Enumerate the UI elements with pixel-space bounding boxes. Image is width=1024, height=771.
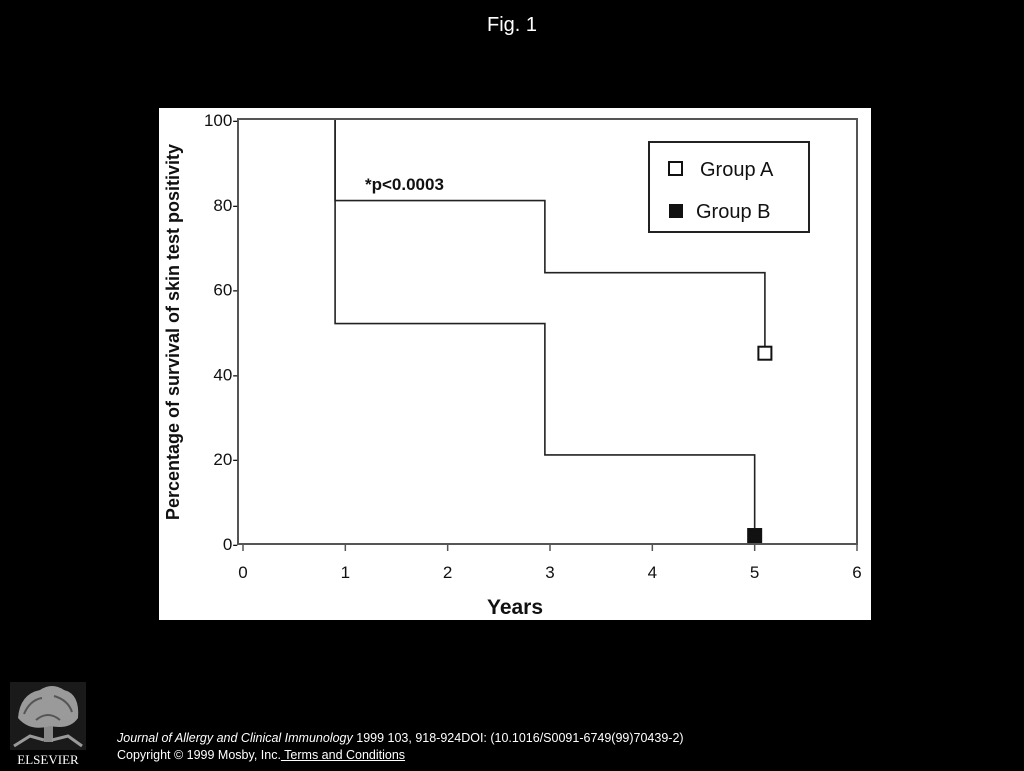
logo-wordmark: ELSEVIER bbox=[17, 752, 79, 766]
legend-label-group-a: Group A bbox=[700, 159, 774, 181]
y-axis-label: Percentage of survival of skin test posi… bbox=[163, 144, 183, 520]
tree-logo-icon: ELSEVIER bbox=[10, 682, 86, 767]
survival-chart: 0- 20- 40- 60- 80- 100- 0 1 2 3 4 5 6 *p<0.0003 Per… bbox=[159, 108, 871, 620]
series-markers bbox=[747, 345, 773, 544]
y-axis-ticks: 0- 20- 40- 60- 80- 100- bbox=[204, 111, 238, 554]
citation-line: Journal of Allergy and Clinical Immunolo… bbox=[117, 730, 684, 747]
x-tick-label: 3 bbox=[545, 563, 554, 582]
citation-block: Journal of Allergy and Clinical Immunolo… bbox=[117, 730, 684, 764]
x-axis-ticks: 0 1 2 3 4 5 6 bbox=[238, 544, 862, 582]
x-tick-label: 6 bbox=[852, 563, 861, 582]
y-tick-label: 40- bbox=[213, 365, 238, 384]
citation-details: 1999 103, 918-924DOI: (10.1016/S0091-674… bbox=[352, 731, 684, 745]
y-tick-label: 60- bbox=[213, 281, 238, 300]
copyright-line: Copyright © 1999 Mosby, Inc. Terms and C… bbox=[117, 747, 684, 764]
y-tick-label: 0- bbox=[223, 535, 238, 554]
legend-marker-group-a bbox=[668, 161, 683, 176]
y-tick-label: 100- bbox=[204, 111, 238, 130]
end-marker-group-a bbox=[757, 345, 773, 361]
journal-name: Journal of Allergy and Clinical Immunolo… bbox=[117, 731, 353, 745]
series-line-group-b bbox=[334, 120, 756, 536]
footer: ELSEVIER Journal of Allergy and Clinical… bbox=[0, 680, 1024, 768]
x-tick-label: 0 bbox=[238, 563, 247, 582]
y-tick-label: 20- bbox=[213, 450, 238, 469]
y-tick-label: 80- bbox=[213, 196, 238, 215]
end-marker-group-b bbox=[747, 528, 763, 544]
x-tick-label: 5 bbox=[750, 563, 759, 582]
x-tick-label: 2 bbox=[443, 563, 452, 582]
copyright-text: Copyright © 1999 Mosby, Inc. bbox=[117, 748, 281, 762]
x-tick-label: 4 bbox=[648, 563, 657, 582]
terms-link[interactable]: Terms and Conditions bbox=[280, 748, 406, 762]
series-lines bbox=[334, 120, 766, 536]
chart-svg: 0- 20- 40- 60- 80- 100- 0 1 2 3 4 5 6 *p<0.0003 Per… bbox=[163, 111, 862, 619]
elsevier-logo: ELSEVIER bbox=[10, 682, 86, 767]
x-tick-label: 1 bbox=[341, 563, 350, 582]
p-value-annotation: *p<0.0003 bbox=[365, 175, 444, 194]
legend-marker-group-b bbox=[669, 204, 683, 218]
legend: Group A Group B bbox=[648, 141, 810, 233]
x-axis-label: Years bbox=[487, 596, 543, 619]
figure-title: Fig. 1 bbox=[486, 14, 538, 36]
legend-label-group-b: Group B bbox=[696, 201, 770, 223]
